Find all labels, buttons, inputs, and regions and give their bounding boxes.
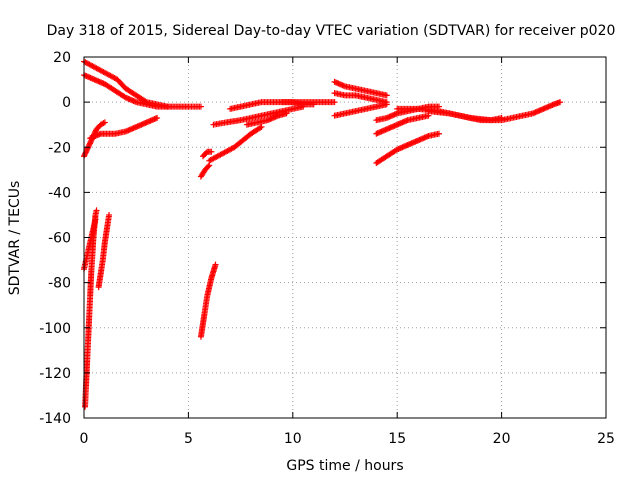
y-tick-label: -60: [48, 231, 71, 247]
data-point: [498, 114, 505, 121]
data-point: [383, 92, 390, 99]
data-point: [101, 119, 108, 126]
y-tick-label: 20: [53, 50, 71, 66]
data-point: [92, 216, 99, 223]
x-tick-label: 5: [184, 431, 193, 447]
series-arc-7: [95, 211, 113, 291]
series-arc-20: [373, 112, 432, 137]
y-tick-label: -120: [39, 366, 71, 382]
axis-ticks: -140 -120 -100 -80 -60 -40 -20 0 20 0 5 10 15 20 25: [39, 50, 615, 447]
y-tick-label: -20: [48, 140, 71, 156]
y-tick-label: -40: [48, 185, 71, 201]
series-arc-1: [81, 58, 171, 110]
x-axis-label: GPS time / hours: [286, 458, 403, 474]
y-tick-label: -100: [39, 321, 71, 337]
data-points: [81, 58, 564, 410]
data-point: [154, 114, 161, 121]
series-arc-18: [331, 101, 390, 119]
series-arc-19: [373, 130, 442, 167]
x-tick-label: 20: [493, 431, 511, 447]
data-point: [557, 99, 564, 106]
series-arc-14: [243, 110, 290, 128]
y-axis-label: SDTVAR / TECUs: [7, 181, 23, 296]
data-point: [257, 124, 264, 131]
series-arc-9: [197, 162, 213, 180]
series-arc-10: [200, 148, 215, 160]
data-point: [383, 101, 390, 108]
data-point: [212, 261, 219, 268]
series-arc-11: [206, 123, 265, 164]
series-arc-4: [87, 114, 161, 142]
y-tick-label: -140: [39, 411, 71, 427]
series-arc-23: [425, 108, 505, 124]
series-arc-16: [331, 78, 390, 99]
x-tick-label: 15: [388, 431, 406, 447]
series-arc-15: [279, 99, 338, 106]
x-tick-label: 25: [597, 431, 615, 447]
data-point: [197, 103, 204, 110]
data-point: [106, 211, 113, 218]
y-tick-label: -80: [48, 276, 71, 292]
data-point: [93, 207, 100, 214]
chart-title: Day 318 of 2015, Sidereal Day-to-day VTE…: [47, 23, 616, 39]
data-point: [331, 99, 338, 106]
series-arc-2: [81, 72, 204, 110]
data-point: [208, 148, 215, 155]
y-tick-label: 0: [62, 95, 71, 111]
x-tick-label: 10: [284, 431, 302, 447]
data-point: [205, 163, 212, 170]
data-point: [435, 130, 442, 137]
data-point: [258, 123, 265, 130]
series-arc-8: [197, 261, 219, 340]
data-point: [283, 110, 290, 117]
x-tick-label: 0: [80, 431, 89, 447]
series-arc-17: [331, 90, 390, 106]
data-point: [100, 120, 107, 127]
